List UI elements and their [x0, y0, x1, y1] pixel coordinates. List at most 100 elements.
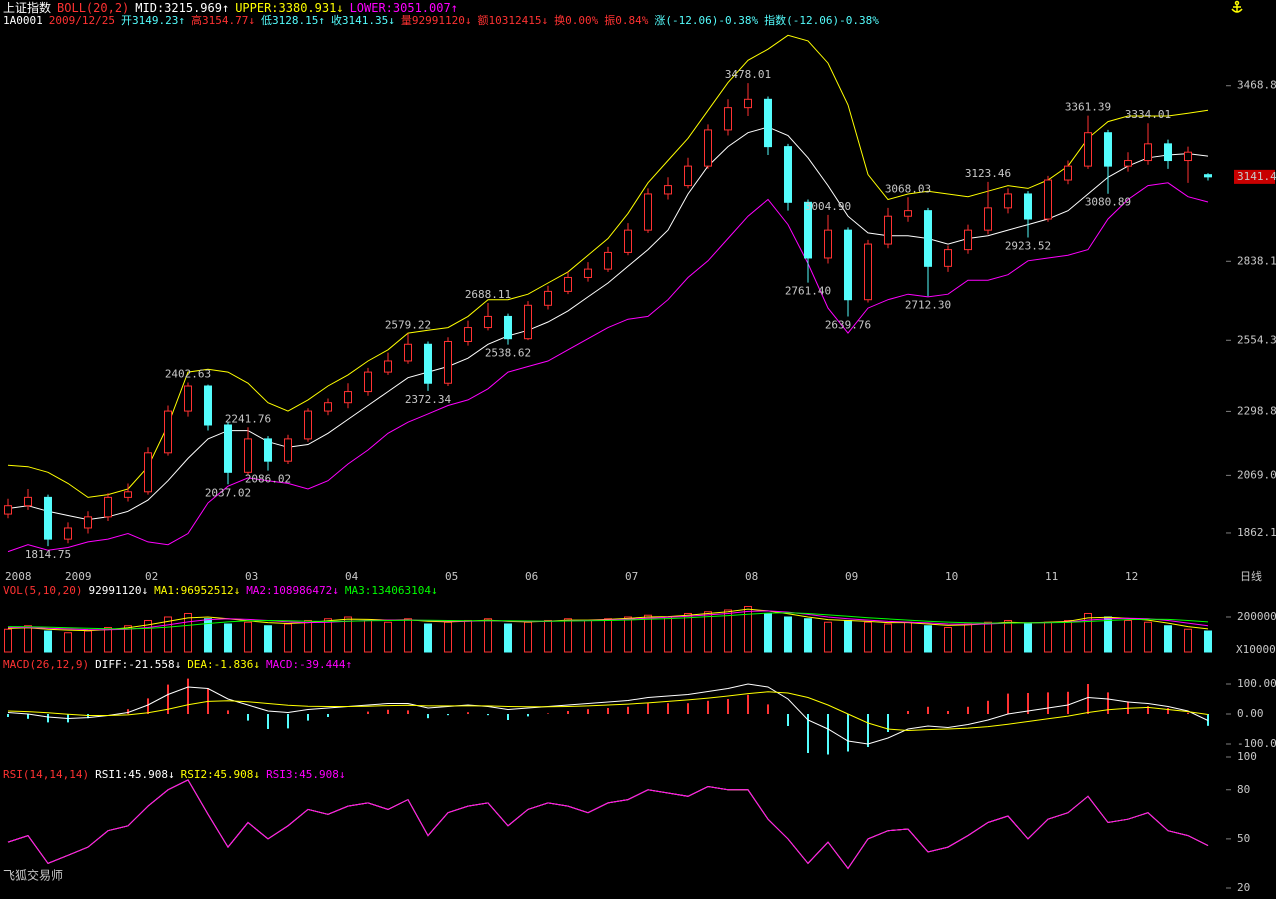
- volume-bar: [1004, 619, 1012, 653]
- candle-body: [184, 385, 192, 412]
- candle-body: [364, 371, 372, 393]
- candle-body: [1184, 151, 1192, 162]
- candle-body: [264, 438, 272, 462]
- candle-body: [764, 98, 772, 148]
- volume-bar: [604, 618, 612, 653]
- volume-bar: [464, 619, 472, 653]
- candle-body: [664, 185, 672, 195]
- candle-body: [1204, 174, 1212, 178]
- volume-bar: [884, 623, 892, 653]
- y-tick-label: 200000: [1237, 610, 1276, 623]
- legend-entry: DEA:-1.836↓: [187, 658, 260, 671]
- low-label: 2538.62: [485, 347, 531, 360]
- status-item: 2009/12/25: [49, 14, 115, 27]
- candle-body: [424, 343, 432, 384]
- candle-body: [984, 207, 992, 231]
- series-line: [7, 779, 1209, 870]
- candle-body: [164, 410, 172, 454]
- series-line: [7, 612, 1209, 630]
- volume-bar: [1084, 612, 1092, 653]
- status-item: 指数(-12.06)-0.38%: [764, 13, 879, 27]
- low-label: 2712.30: [905, 298, 951, 311]
- volume-bar: [404, 618, 412, 653]
- x-tick-label: 10: [945, 570, 958, 583]
- candle-body: [224, 424, 232, 473]
- x-tick-label: 02: [145, 570, 158, 583]
- candle-body: [924, 210, 932, 267]
- status-item: 量92991120↓: [401, 14, 472, 27]
- y-tick-label: 2554.3: [1237, 333, 1276, 346]
- candle-body: [1144, 143, 1152, 162]
- candle-body: [704, 129, 712, 167]
- volume-bar: [644, 614, 652, 653]
- candle-body: [284, 438, 292, 462]
- candle-body: [144, 452, 152, 493]
- status-line: 1A0001 2009/12/25 开3149.23↑ 高3154.77↓ 低3128.…: [3, 13, 879, 27]
- status-item: 高3154.77↓: [191, 13, 255, 27]
- candle-body: [84, 516, 92, 529]
- candle-body: [1004, 193, 1012, 209]
- y-tick-label: 80: [1237, 783, 1250, 796]
- low-label: 1814.75: [25, 548, 71, 561]
- candle-body: [964, 229, 972, 251]
- candle-body: [1164, 143, 1172, 162]
- candle-body: [684, 165, 692, 187]
- candle-body: [344, 391, 352, 404]
- y-tick-label: 50: [1237, 832, 1250, 845]
- candle-body: [1044, 179, 1052, 220]
- high-label: 3068.03: [885, 182, 931, 195]
- low-label: 3080.89: [1085, 196, 1131, 209]
- candle-body: [204, 385, 212, 426]
- candle-body: [64, 527, 72, 540]
- y-tick-label: 2069.0: [1237, 468, 1276, 481]
- high-label: 2241.76: [225, 412, 271, 425]
- x-tick-label: 03: [245, 570, 258, 583]
- volume-bar: [184, 612, 192, 653]
- volume-bar: [44, 630, 52, 653]
- footer: 飞狐交易师: [3, 868, 63, 883]
- y-tick-label: 0.00: [1237, 707, 1264, 720]
- candle-body: [584, 268, 592, 278]
- volume-bar: [724, 609, 732, 653]
- candle-body: [44, 496, 52, 540]
- price-tag: [1234, 169, 1275, 184]
- x-tick-label: 11: [1045, 570, 1058, 583]
- legend-entry: MA2:108986472↓: [246, 584, 339, 597]
- volume-bar: [244, 621, 252, 653]
- y-tick-label: 20: [1237, 881, 1250, 894]
- high-label: 3123.46: [965, 167, 1011, 180]
- series-line: [7, 126, 1209, 521]
- volume-bar: [1124, 619, 1132, 653]
- legend-entry: MA3:134063104↓: [345, 584, 438, 597]
- volume-bar: [124, 625, 132, 653]
- candle-body: [1064, 165, 1072, 181]
- status-item: 收3141.35↓: [331, 13, 395, 27]
- status-item: 涨(-12.06)-0.38%: [654, 14, 758, 27]
- candle-body: [864, 243, 872, 301]
- candle-body: [384, 360, 392, 373]
- low-label: 2761.40: [785, 285, 831, 298]
- volume-bar: [264, 625, 272, 653]
- candle-body: [944, 249, 952, 267]
- volume-bar: [784, 616, 792, 653]
- legend: 上证指数 BOLL(20,2) MID:3215.969↑ UPPER:3380.93…: [3, 0, 458, 15]
- volume-bar: [1104, 616, 1112, 653]
- volume-bar: [744, 605, 752, 653]
- candle-body: [1024, 193, 1032, 220]
- candle-body: [1124, 160, 1132, 167]
- candle-body: [304, 410, 312, 440]
- candle-body: [524, 304, 532, 340]
- volume-bar: [1184, 628, 1192, 653]
- candle-body: [824, 229, 832, 259]
- volume-bar: [204, 618, 212, 653]
- volume-bar: [564, 618, 572, 653]
- y-tick-label: 3468.8: [1237, 79, 1276, 92]
- volume-bar: [304, 619, 312, 653]
- candle-body: [444, 340, 452, 384]
- volume-bar: [664, 616, 672, 653]
- candle-body: [544, 290, 552, 306]
- volume-bar: [904, 621, 912, 653]
- volume-bar: [104, 626, 112, 653]
- candle-body: [744, 98, 752, 109]
- x-tick-label: 08: [745, 570, 758, 583]
